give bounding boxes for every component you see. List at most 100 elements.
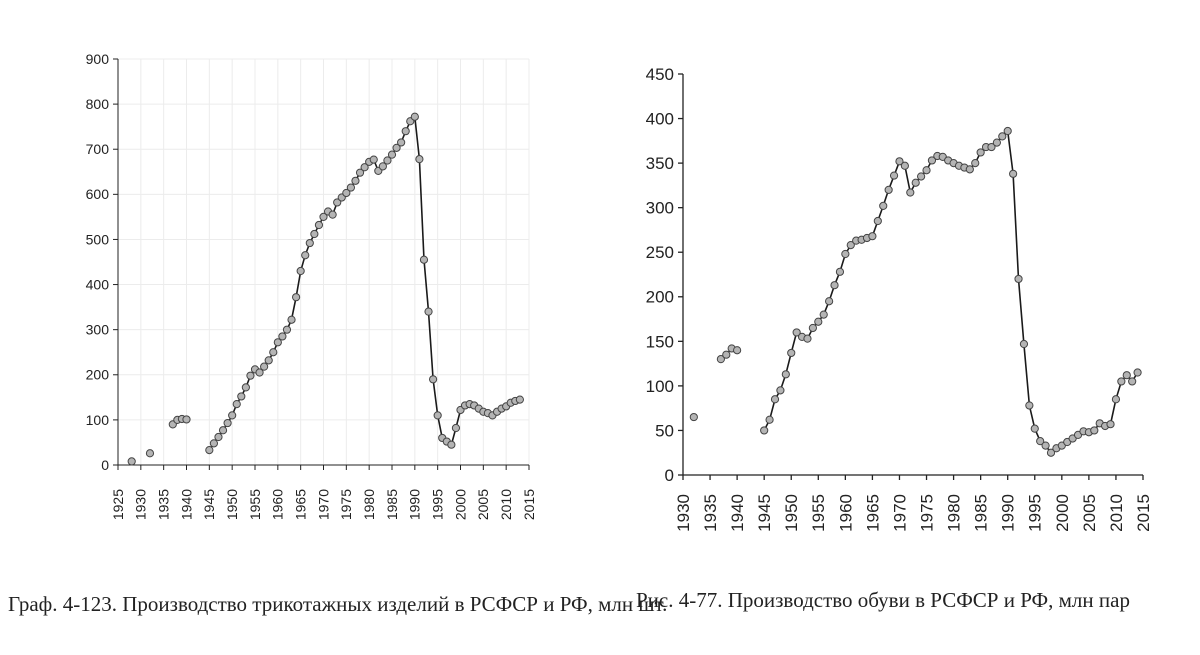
data-point	[927, 156, 937, 165]
data-point	[906, 188, 915, 197]
x-tick-label: 1940	[178, 489, 194, 520]
data-point	[328, 210, 337, 219]
y-tick-label: 800	[86, 96, 110, 112]
y-tick-label: 250	[646, 243, 674, 262]
data-point	[760, 426, 769, 435]
data-point	[145, 449, 155, 458]
data-point	[255, 368, 264, 377]
data-point	[781, 370, 790, 379]
x-tick-label: 1980	[945, 494, 964, 532]
data-point	[689, 412, 698, 422]
data-point	[319, 212, 328, 221]
data-point	[273, 338, 282, 347]
x-tick-label: 2015	[1134, 494, 1153, 532]
data-point	[1041, 441, 1050, 450]
data-point	[879, 201, 888, 210]
data-point	[392, 143, 401, 152]
data-point	[819, 310, 828, 319]
y-tick-label: 600	[86, 186, 110, 202]
data-point	[1030, 424, 1039, 433]
y-tick-label: 200	[646, 288, 674, 307]
data-point	[287, 315, 296, 324]
data-point	[214, 432, 223, 442]
x-tick-label: 1960	[270, 489, 286, 520]
data-point	[346, 183, 355, 192]
data-point	[305, 238, 314, 248]
x-tick-label: 1985	[972, 494, 991, 532]
x-tick-label: 1950	[224, 489, 240, 520]
data-point	[1019, 339, 1029, 349]
x-tick-label: 2015	[521, 489, 537, 520]
x-tick-label: 2000	[452, 489, 468, 520]
chart-2: 0 50 100 150 200 250 300 350 400 450 1930 1935 1940 1…	[646, 65, 1153, 532]
data-point	[278, 332, 287, 341]
data-point	[429, 375, 438, 384]
data-point	[410, 112, 419, 121]
x-tick-label: 1935	[156, 489, 172, 520]
data-point	[419, 255, 429, 264]
x-tick-label: 1980	[361, 489, 377, 520]
x-tick-label: 1995	[1026, 494, 1045, 532]
data-point	[808, 323, 817, 333]
x-tick-label: 2010	[1107, 494, 1126, 532]
data-point	[182, 415, 191, 424]
x-tick-label: 1945	[755, 494, 774, 532]
y-tick-label: 400	[646, 110, 674, 129]
data-point	[515, 395, 524, 404]
data-point	[1036, 437, 1045, 446]
series-line-segment	[763, 129, 1139, 454]
data-point	[292, 293, 301, 302]
data-point	[387, 150, 397, 159]
x-tick-label: 1950	[782, 494, 801, 532]
data-point	[1106, 420, 1115, 429]
data-point	[868, 232, 877, 241]
data-point	[814, 317, 823, 326]
data-point	[127, 457, 136, 466]
x-tick-label: 1965	[863, 494, 882, 532]
data-point	[301, 251, 310, 260]
data-point	[825, 297, 834, 306]
x-tick-label: 2010	[498, 489, 514, 520]
data-point	[873, 216, 882, 226]
data-point	[355, 168, 365, 177]
data-point	[232, 400, 241, 409]
data-point	[260, 362, 269, 371]
x-tick-label: 1995	[430, 489, 446, 520]
data-point	[433, 411, 442, 420]
data-point	[447, 440, 456, 449]
data-point	[1025, 401, 1034, 410]
x-tick-label: 1930	[133, 489, 149, 520]
x-tick-label: 1925	[110, 489, 126, 520]
data-point	[889, 171, 899, 180]
y-tick-label: 350	[646, 154, 674, 173]
x-tick-label: 1930	[674, 494, 693, 532]
x-tick-label: 2005	[475, 489, 491, 520]
data-point	[841, 249, 850, 259]
data-point	[765, 415, 774, 424]
data-point	[803, 334, 812, 343]
data-point	[314, 220, 324, 230]
data-point	[351, 176, 360, 185]
data-point	[237, 392, 246, 401]
data-point	[992, 138, 1001, 147]
x-tick-label: 1985	[384, 489, 400, 520]
data-point	[792, 328, 801, 337]
x-tick-label: 1970	[890, 494, 909, 532]
y-tick-label: 100	[86, 412, 110, 428]
data-point	[900, 161, 909, 170]
data-point	[846, 240, 855, 250]
data-point	[1009, 169, 1018, 178]
data-point	[976, 148, 985, 157]
data-point	[264, 356, 273, 365]
y-tick-label: 150	[646, 332, 674, 351]
data-point	[1133, 368, 1142, 377]
x-tick-label: 1960	[836, 494, 855, 532]
x-tick-label: 1935	[701, 494, 720, 532]
y-tick-label: 700	[86, 141, 110, 157]
data-point	[770, 395, 780, 404]
data-point	[884, 185, 893, 194]
y-tick-label: 0	[665, 466, 674, 485]
data-point	[1003, 126, 1012, 136]
data-point	[209, 439, 218, 448]
